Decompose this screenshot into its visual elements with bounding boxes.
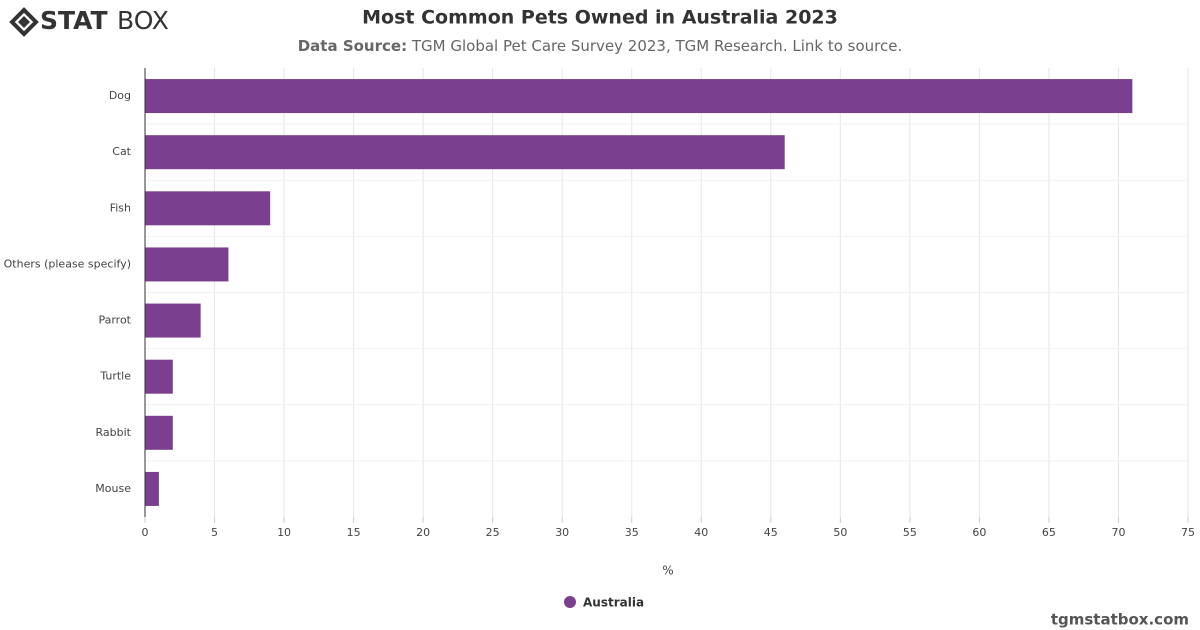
y-tick-label: Rabbit [96, 426, 132, 439]
bar [145, 79, 1133, 114]
subtitle-text[interactable]: TGM Global Pet Care Survey 2023, TGM Res… [411, 37, 902, 55]
bar [145, 247, 229, 282]
bar [145, 471, 159, 506]
x-tick-label: 70 [1111, 526, 1125, 539]
bar [145, 303, 201, 338]
bar [145, 135, 785, 170]
legend-label: Australia [583, 596, 644, 610]
logo-bold: STAT [40, 6, 108, 35]
x-tick-label: 0 [142, 526, 149, 539]
logo-icon-core [18, 16, 30, 28]
y-tick-label: Cat [112, 145, 131, 158]
y-tick-label: Mouse [95, 482, 131, 495]
x-tick-label: 40 [694, 526, 708, 539]
bar [145, 359, 173, 394]
logo-light: BOX [117, 6, 169, 35]
x-tick-label: 25 [486, 526, 500, 539]
bar [145, 191, 271, 226]
y-tick-label: Fish [110, 201, 131, 214]
x-tick-label: 50 [833, 526, 847, 539]
bar [145, 415, 173, 450]
x-tick-label: 75 [1181, 526, 1195, 539]
legend-marker [564, 596, 576, 608]
x-tick-label: 5 [211, 526, 218, 539]
footer-link[interactable]: tgmstatbox.com [1051, 611, 1189, 629]
subtitle-label: Data Source: [298, 37, 407, 55]
x-axis-label: % [662, 564, 673, 578]
x-tick-label: 65 [1042, 526, 1056, 539]
plot-area: 0 5 10 15 20 25 30 35 40 45 50 55 60 65 70 75 Dog Cat Fish… [4, 68, 1195, 610]
x-tick-label: 10 [277, 526, 291, 539]
logo-icon [9, 7, 39, 37]
y-tick-label: Turtle [99, 370, 131, 383]
chart-title: Most Common Pets Owned in Australia 2023 [362, 7, 838, 29]
x-tick-label: 55 [903, 526, 917, 539]
y-tick-label: Parrot [98, 314, 131, 327]
x-tick-label: 60 [972, 526, 986, 539]
x-tick-label: 45 [764, 526, 778, 539]
chart-subtitle[interactable]: Data Source: TGM Global Pet Care Survey … [298, 37, 903, 55]
x-tick-label: 20 [416, 526, 430, 539]
y-tick-label: Others (please specify) [4, 257, 131, 270]
logo: STAT BOX [9, 6, 169, 37]
x-tick-label: 35 [625, 526, 639, 539]
y-tick-label: Dog [109, 89, 131, 102]
x-tick-label: 15 [347, 526, 361, 539]
x-tick-label: 30 [555, 526, 569, 539]
